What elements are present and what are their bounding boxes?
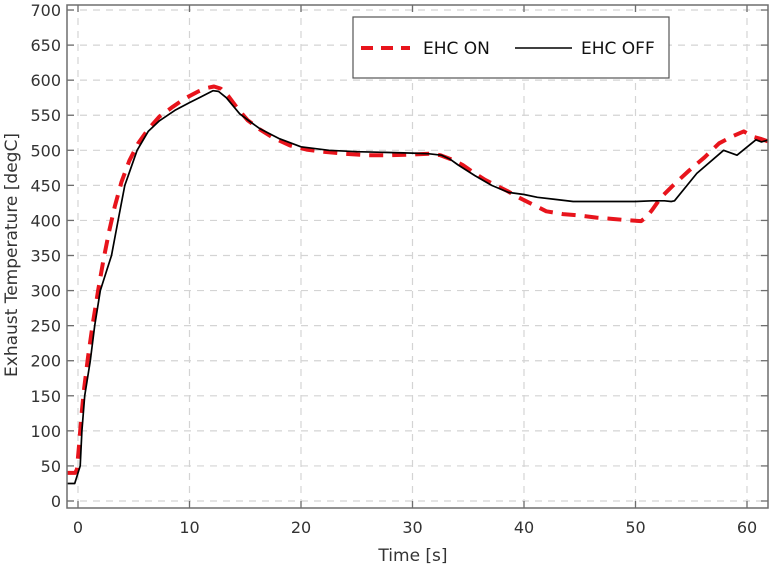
y-tick-label: 400 <box>30 211 61 230</box>
y-tick-label: 300 <box>30 282 61 301</box>
legend-label-ehc-on: EHC ON <box>423 39 490 59</box>
y-tick-label: 350 <box>30 247 61 266</box>
x-tick-label: 60 <box>737 518 757 537</box>
y-tick-label: 450 <box>30 176 61 195</box>
y-tick-label: 550 <box>30 106 61 125</box>
grid-lines <box>67 5 768 508</box>
data-series <box>67 84 768 485</box>
legend: EHC ON EHC OFF <box>352 16 670 79</box>
y-axis-title: Exhaust Temperature [degC] <box>2 133 22 377</box>
y-tick-label: 500 <box>30 141 61 160</box>
x-tick-label: 20 <box>291 518 311 537</box>
x-tick-label: 0 <box>73 518 83 537</box>
series-line-ehc-off <box>67 89 768 485</box>
y-tick-label: 700 <box>30 1 61 20</box>
y-tick-label: 600 <box>30 71 61 90</box>
plot-area-frame <box>66 4 769 509</box>
y-tick-label: 50 <box>41 457 61 476</box>
series-line-ehc-on <box>67 84 768 475</box>
y-tick-label: 650 <box>30 36 61 55</box>
y-tick-label: 200 <box>30 352 61 371</box>
axis-ticks <box>67 5 768 508</box>
y-tick-label: 0 <box>51 492 61 511</box>
y-axis-tick-labels: 0 50 100 150 200 250 300 350 400 450 500 550 600 650 7… <box>30 1 61 511</box>
y-tick-label: 100 <box>30 422 61 441</box>
y-tick-label: 250 <box>30 317 61 336</box>
x-tick-label: 40 <box>514 518 534 537</box>
y-tick-label: 150 <box>30 387 61 406</box>
x-axis-title: Time [s] <box>377 546 447 566</box>
x-tick-label: 10 <box>179 518 199 537</box>
x-tick-label: 30 <box>402 518 422 537</box>
legend-label-ehc-off: EHC OFF <box>581 39 655 59</box>
x-axis-tick-labels: 0 10 20 30 40 50 60 <box>73 518 757 537</box>
x-tick-label: 50 <box>625 518 645 537</box>
